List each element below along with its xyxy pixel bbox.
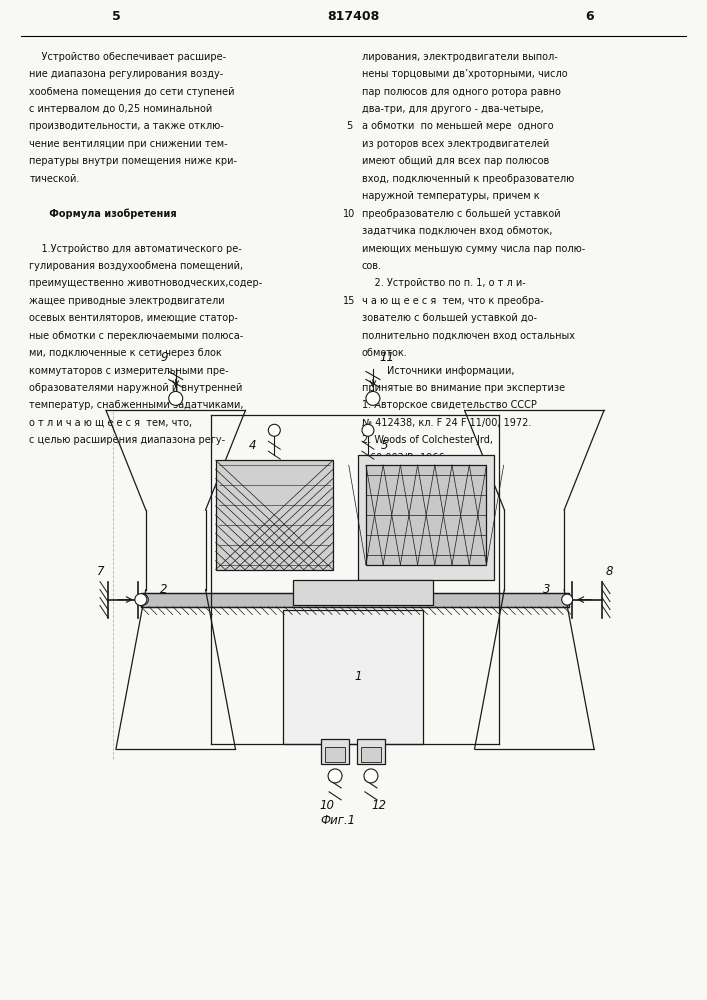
Text: 12: 12 [371, 799, 387, 812]
Text: с интервалом до 0,25 номинальной: с интервалом до 0,25 номинальной [29, 104, 213, 114]
Text: преимущественно животноводческих,содер-: преимущественно животноводческих,содер- [29, 278, 262, 288]
Text: наружной температуры, причем к: наружной температуры, причем к [362, 191, 539, 201]
Text: гулирования воздухообмена помещений,: гулирования воздухообмена помещений, [29, 261, 243, 271]
Text: 3: 3 [542, 583, 550, 596]
Text: тической.: тической. [29, 174, 80, 184]
Circle shape [328, 769, 342, 783]
Text: 5: 5 [381, 439, 389, 452]
Text: ные обмотки с переключаемыми полюса-: ные обмотки с переключаемыми полюса- [29, 331, 243, 341]
Text: 2. Woods of Colchester Jrd,: 2. Woods of Colchester Jrd, [362, 435, 493, 445]
Text: 5: 5 [346, 121, 352, 131]
Text: Источники информации,: Источники информации, [362, 366, 515, 376]
Text: 11: 11 [380, 351, 395, 364]
Text: два-три, для другого - два-четыре,: два-три, для другого - два-четыре, [362, 104, 544, 114]
Bar [357, 739, 385, 764]
Text: 10: 10 [343, 209, 355, 219]
Bar [216, 460, 333, 570]
Text: жащее приводные электродвигатели: жащее приводные электродвигатели [29, 296, 225, 306]
Circle shape [135, 594, 147, 606]
Bar [366, 465, 486, 565]
Text: 2: 2 [160, 583, 168, 596]
Circle shape [561, 594, 573, 605]
Text: v.60,003/R, 1966.: v.60,003/R, 1966. [362, 453, 448, 463]
Bar [293, 580, 433, 605]
Text: чение вентиляции при снижении тем-: чение вентиляции при снижении тем- [29, 139, 228, 149]
Text: ч а ю щ е е с я  тем, что к преобра-: ч а ю щ е е с я тем, что к преобра- [362, 296, 544, 306]
Circle shape [269, 424, 280, 436]
Text: ми, подключенные к сети через блок: ми, подключенные к сети через блок [29, 348, 222, 358]
Text: ние диапазона регулирования возду-: ние диапазона регулирования возду- [29, 69, 223, 79]
Text: 4: 4 [249, 439, 256, 452]
Bar [284, 610, 423, 744]
Text: Фиг.1: Фиг.1 [320, 814, 356, 827]
Text: с целью расширения диапазона регу-: с целью расширения диапазона регу- [29, 435, 226, 445]
Text: температур, снабженными задатчиками,: температур, снабженными задатчиками, [29, 400, 244, 410]
Bar [141, 593, 569, 607]
Text: из роторов всех электродвигателей: из роторов всех электродвигателей [362, 139, 549, 149]
Text: обмоток.: обмоток. [362, 348, 408, 358]
Text: пературы внутри помещения ниже кри-: пературы внутри помещения ниже кри- [29, 156, 238, 166]
Bar [358, 455, 494, 580]
Text: коммутаторов с измерительными пре-: коммутаторов с измерительными пре- [29, 366, 229, 376]
Text: 1.Устройство для автоматического ре-: 1.Устройство для автоматического ре- [29, 244, 242, 254]
Circle shape [137, 594, 148, 605]
Text: нены торцовыми дв’хроторными, число: нены торцовыми дв’хроторными, число [362, 69, 568, 79]
Text: полнительно подключен вход остальных: полнительно подключен вход остальных [362, 331, 575, 341]
Text: 2. Устройство по п. 1, о т л и-: 2. Устройство по п. 1, о т л и- [362, 278, 526, 288]
Text: № 412438, кл. F 24 F 11/00, 1972.: № 412438, кл. F 24 F 11/00, 1972. [362, 418, 532, 428]
Text: осевых вентиляторов, имеющие статор-: осевых вентиляторов, имеющие статор- [29, 313, 238, 323]
Text: лирования, электродвигатели выпол-: лирования, электродвигатели выпол- [362, 52, 558, 62]
Text: 7: 7 [98, 565, 105, 578]
Text: 6: 6 [585, 10, 593, 23]
Text: а обмотки  по меньшей мере  одного: а обмотки по меньшей мере одного [362, 121, 554, 131]
Text: о т л и ч а ю щ е е с я  тем, что,: о т л и ч а ю щ е е с я тем, что, [29, 418, 192, 428]
Text: 1. Авторское свидетельство СССР: 1. Авторское свидетельство СССР [362, 400, 537, 410]
Text: 817408: 817408 [327, 10, 379, 23]
Text: задатчика подключен вход обмоток,: задатчика подключен вход обмоток, [362, 226, 552, 236]
Circle shape [362, 424, 374, 436]
Bar [325, 747, 345, 762]
Text: 10: 10 [320, 799, 334, 812]
Circle shape [169, 391, 182, 405]
Circle shape [366, 391, 380, 405]
Text: 5: 5 [112, 10, 120, 23]
Bar [361, 747, 381, 762]
Text: имеющих меньшую сумму числа пар полю-: имеющих меньшую сумму числа пар полю- [362, 244, 585, 254]
Text: образователями наружной и внутренней: образователями наружной и внутренней [29, 383, 243, 393]
Text: принятые во внимание при экспертизе: принятые во внимание при экспертизе [362, 383, 565, 393]
Text: вход, подключенный к преобразователю: вход, подключенный к преобразователю [362, 174, 574, 184]
Circle shape [364, 769, 378, 783]
Bar [321, 739, 349, 764]
Text: 8: 8 [605, 565, 613, 578]
Text: пар полюсов для одного ротора равно: пар полюсов для одного ротора равно [362, 87, 561, 97]
Text: 1: 1 [354, 670, 362, 683]
Text: 9: 9 [160, 351, 168, 364]
Text: сов.: сов. [362, 261, 382, 271]
Text: 15: 15 [343, 296, 355, 306]
Text: Формула изобретения: Формула изобретения [29, 209, 177, 219]
Text: производительности, а также отклю-: производительности, а также отклю- [29, 121, 224, 131]
Text: хообмена помещения до сети ступеней: хообмена помещения до сети ступеней [29, 87, 235, 97]
Text: зователю с большей уставкой до-: зователю с большей уставкой до- [362, 313, 537, 323]
Text: преобразователю с большей уставкой: преобразователю с большей уставкой [362, 209, 561, 219]
Text: имеют общий для всех пар полюсов: имеют общий для всех пар полюсов [362, 156, 549, 166]
Text: Устройство обеспечивает расшире-: Устройство обеспечивает расшире- [29, 52, 226, 62]
